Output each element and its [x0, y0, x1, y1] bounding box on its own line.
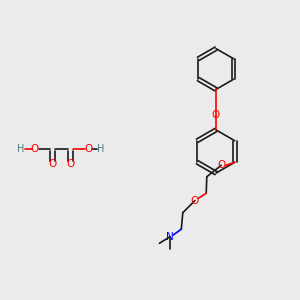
- Text: O: O: [212, 110, 220, 121]
- Text: H: H: [17, 144, 25, 154]
- Text: N: N: [166, 232, 174, 242]
- Text: O: O: [191, 196, 199, 206]
- Text: O: O: [30, 144, 39, 154]
- Text: O: O: [217, 160, 225, 170]
- Text: O: O: [84, 144, 93, 154]
- Text: O: O: [66, 159, 75, 170]
- Text: O: O: [48, 159, 57, 170]
- Text: H: H: [97, 144, 104, 154]
